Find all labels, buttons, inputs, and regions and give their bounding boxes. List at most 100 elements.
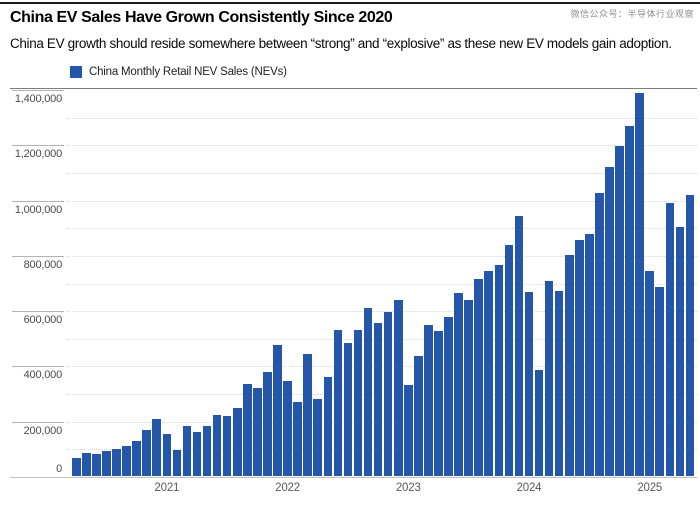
legend-swatch-icon <box>70 66 82 78</box>
bar[interactable] <box>645 271 654 477</box>
bar[interactable] <box>635 92 644 477</box>
bar[interactable] <box>112 448 121 477</box>
bar[interactable] <box>363 308 373 477</box>
bar[interactable] <box>685 194 695 477</box>
x-axis-label: 2022 <box>275 482 300 494</box>
gridline <box>66 283 697 285</box>
bar[interactable] <box>172 449 182 477</box>
y-axis-tick <box>12 366 64 368</box>
bar[interactable] <box>293 401 302 477</box>
bar[interactable] <box>313 399 323 477</box>
bar[interactable] <box>383 311 393 477</box>
bar[interactable] <box>454 293 463 477</box>
bar[interactable] <box>605 166 614 477</box>
bar[interactable] <box>464 299 473 477</box>
bar[interactable] <box>625 126 634 477</box>
bar[interactable] <box>102 451 111 477</box>
gridline <box>66 200 697 202</box>
y-axis-tick <box>12 90 64 91</box>
bar[interactable] <box>142 430 151 477</box>
bar[interactable] <box>544 281 554 477</box>
bar[interactable] <box>122 446 131 477</box>
bar[interactable] <box>484 270 494 477</box>
bar[interactable] <box>393 300 403 477</box>
bar[interactable] <box>373 323 383 477</box>
gridline <box>66 117 697 119</box>
x-axis-label: 2024 <box>516 482 542 494</box>
bar[interactable] <box>585 234 594 477</box>
y-axis-label: 1,000,000 <box>14 203 62 216</box>
bar[interactable] <box>595 193 604 477</box>
bar[interactable] <box>444 316 453 477</box>
bar[interactable] <box>263 371 272 477</box>
bar[interactable] <box>353 330 363 477</box>
page-top-rule <box>0 2 700 4</box>
y-axis-label: 800,000 <box>23 258 63 271</box>
bar[interactable] <box>162 433 172 477</box>
x-axis-label: 2025 <box>637 482 663 494</box>
y-axis-tick <box>12 311 64 313</box>
bar[interactable] <box>414 355 423 477</box>
bar[interactable] <box>243 384 252 477</box>
bar[interactable] <box>494 264 504 477</box>
chart-top-border <box>10 88 697 89</box>
bar[interactable] <box>665 203 675 477</box>
bar[interactable] <box>273 344 282 477</box>
bar[interactable] <box>524 292 534 477</box>
bar[interactable] <box>403 385 413 477</box>
bar[interactable] <box>303 353 312 477</box>
bar[interactable] <box>534 369 544 477</box>
bar[interactable] <box>182 425 192 477</box>
bar[interactable] <box>655 287 665 477</box>
y-axis-label: 1,400,000 <box>14 93 62 105</box>
y-axis-tick <box>12 255 64 257</box>
bar[interactable] <box>253 388 262 477</box>
watermark-text: 微信公众号：半导体行业观察 <box>570 9 694 19</box>
bar[interactable] <box>424 325 433 477</box>
gridline <box>66 255 697 257</box>
bar[interactable] <box>514 215 524 477</box>
gridline <box>66 228 697 230</box>
bar[interactable] <box>615 146 624 477</box>
bar[interactable] <box>192 431 202 477</box>
bar[interactable] <box>675 226 685 477</box>
bar[interactable] <box>202 425 212 477</box>
bar[interactable] <box>343 342 353 477</box>
bar[interactable] <box>92 454 101 477</box>
bar[interactable] <box>434 331 443 477</box>
bar[interactable] <box>132 441 141 477</box>
bar[interactable] <box>575 240 584 477</box>
bar[interactable] <box>333 329 343 477</box>
bar[interactable] <box>222 415 232 477</box>
x-axis-label: 2021 <box>154 482 180 494</box>
y-axis-label: 1,200,000 <box>14 148 62 161</box>
gridline <box>66 145 697 147</box>
y-axis-label: 400,000 <box>23 369 63 382</box>
y-axis-label: 0 <box>56 463 62 475</box>
bar[interactable] <box>323 377 333 477</box>
x-axis-line <box>10 477 697 478</box>
chart-title: China EV Sales Have Grown Consistently S… <box>10 9 393 26</box>
y-axis-label: 200,000 <box>23 424 63 437</box>
x-axis-label: 2023 <box>395 482 421 494</box>
bar[interactable] <box>504 244 514 477</box>
bar[interactable] <box>152 419 162 477</box>
legend: China Monthly Retail NEV Sales (NEVs) <box>70 66 287 78</box>
bar[interactable] <box>554 290 564 477</box>
bar[interactable] <box>82 453 91 477</box>
bar[interactable] <box>232 407 242 477</box>
bar[interactable] <box>564 254 574 477</box>
y-axis-label: 600,000 <box>23 314 63 327</box>
y-axis-tick <box>12 145 64 147</box>
y-axis-tick <box>12 421 64 423</box>
chart-subtitle: China EV growth should reside somewhere … <box>10 36 672 51</box>
gridline <box>66 172 697 174</box>
y-axis-tick <box>12 200 64 202</box>
bar[interactable] <box>212 415 222 477</box>
gridline <box>66 311 697 313</box>
bar[interactable] <box>72 458 81 477</box>
bar[interactable] <box>283 381 292 477</box>
bar[interactable] <box>474 279 483 477</box>
